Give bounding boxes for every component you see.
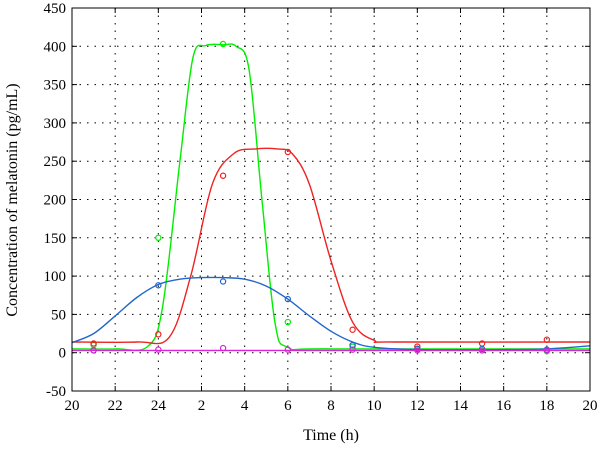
y-tick-label: -50 <box>46 384 66 400</box>
series-line <box>71 43 591 351</box>
x-tick-label: 24 <box>151 398 167 414</box>
data-point <box>349 346 356 353</box>
x-tick-label: 20 <box>583 398 598 414</box>
data-point <box>155 346 162 353</box>
x-tick-label: 22 <box>108 398 123 414</box>
x-tick-label: 14 <box>453 398 469 414</box>
data-point <box>284 295 292 303</box>
y-tick-label: 200 <box>44 193 67 209</box>
y-tick-label: 350 <box>44 78 67 94</box>
data-point <box>284 148 292 156</box>
data-point <box>219 40 227 48</box>
series-line <box>71 147 591 345</box>
x-tick-label: 16 <box>496 398 512 414</box>
series-4 <box>72 344 590 354</box>
y-tick-label: 50 <box>51 307 66 323</box>
x-tick-label: 8 <box>327 398 335 414</box>
y-tick-label: 450 <box>44 1 67 17</box>
y-tick-label: 150 <box>44 231 67 247</box>
plot-frame <box>71 7 591 392</box>
data-point <box>155 282 162 289</box>
series-layer <box>71 40 591 355</box>
data-point <box>543 347 551 354</box>
x-tick-label: 12 <box>410 398 425 414</box>
data-point <box>349 326 356 333</box>
x-axis-label: Time (h) <box>303 427 359 444</box>
y-axis-label: Concentration of melatonin (pg/mL) <box>4 83 21 316</box>
data-point <box>90 347 97 354</box>
data-point <box>155 234 162 241</box>
grid <box>72 8 590 391</box>
series-line <box>71 276 591 351</box>
x-tick-label: 6 <box>284 398 292 414</box>
y-tick-label: 250 <box>44 154 67 170</box>
y-tick-label: 0 <box>59 346 67 362</box>
x-tick-label: 4 <box>241 398 249 414</box>
data-point <box>90 340 97 347</box>
x-tick-label: 2 <box>198 398 206 414</box>
data-point <box>219 344 227 352</box>
data-point <box>219 278 227 285</box>
x-tick-label: 10 <box>367 398 382 414</box>
y-tick-label: 100 <box>44 269 67 285</box>
data-point <box>414 347 421 354</box>
data-point <box>349 341 356 349</box>
x-tick-label: 20 <box>65 398 80 414</box>
data-point <box>284 318 292 326</box>
x-tick-label: 18 <box>539 398 554 414</box>
data-point <box>543 336 551 343</box>
series-1 <box>71 40 591 355</box>
y-tick-label: 300 <box>44 116 67 132</box>
data-point <box>478 347 486 354</box>
data-point <box>155 331 162 338</box>
y-tick-label: 400 <box>44 39 67 55</box>
data-point <box>284 346 292 353</box>
data-point <box>219 172 227 179</box>
series-2 <box>71 147 591 350</box>
ticks: 20 22 24 2 4 6 8 10 12 14 16 18 20-50050100150200250… <box>44 1 598 414</box>
